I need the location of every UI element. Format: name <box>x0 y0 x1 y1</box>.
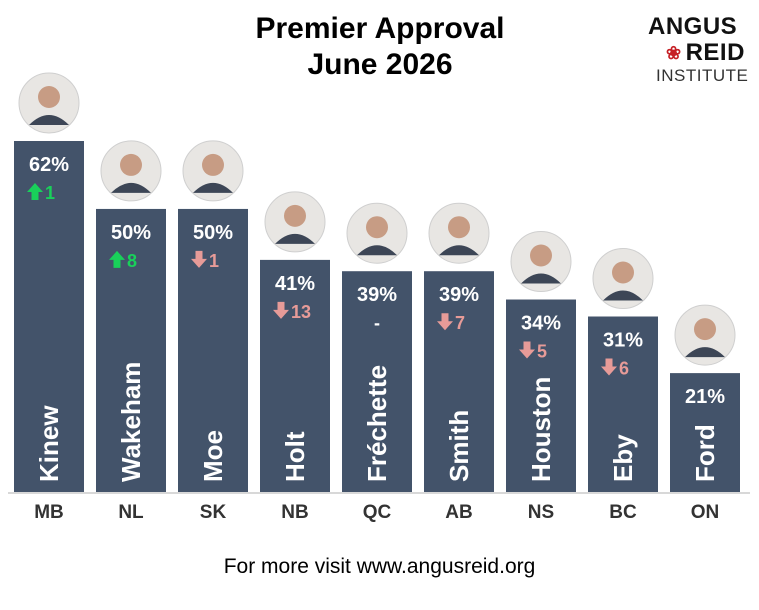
category-label: NB <box>281 502 308 523</box>
bar-name-label: Holt <box>280 431 310 482</box>
change-indicator: 6 <box>601 358 629 379</box>
arrow-down-icon <box>601 358 617 376</box>
arrow-down-icon <box>437 313 453 331</box>
portrait-body-icon <box>603 290 643 301</box>
portrait-body-icon <box>111 182 151 193</box>
bar-value-label: 21% <box>685 386 725 408</box>
portrait-head-icon <box>612 261 634 284</box>
portrait-head-icon <box>202 153 224 176</box>
bar <box>588 316 658 492</box>
bar-name-label: Moe <box>198 430 228 482</box>
change-value: 6 <box>619 359 629 379</box>
arrow-up-icon <box>27 183 43 200</box>
bar <box>96 208 166 492</box>
portrait-body-icon <box>521 273 561 284</box>
change-value: 7 <box>455 313 465 333</box>
bar-value-label: 34% <box>521 313 561 335</box>
brand-line-1: ANGUS <box>648 13 738 40</box>
change-value: 1 <box>45 183 55 203</box>
bar-name-label: Eby <box>608 434 638 482</box>
bar-name-label: Ford <box>690 424 720 482</box>
arrow-down-icon <box>519 341 535 359</box>
category-label: BC <box>609 502 637 523</box>
change-indicator: 7 <box>437 313 465 333</box>
bar-value-label: 31% <box>603 330 643 352</box>
bar-value-label: 50% <box>111 222 151 244</box>
bar <box>14 141 84 492</box>
change-value: 1 <box>209 251 219 271</box>
bar <box>260 259 330 492</box>
category-label: AB <box>445 502 472 523</box>
bar-value-label: 41% <box>275 273 315 295</box>
portrait-head-icon <box>366 216 388 239</box>
bar <box>342 271 412 492</box>
bar <box>424 271 494 492</box>
arrow-down-icon <box>273 301 289 319</box>
change-indicator: 8 <box>109 250 137 271</box>
chart-subtitle: June 2026 <box>307 48 453 81</box>
change-value: 8 <box>127 251 137 271</box>
bar-name-label: Kinew <box>34 405 64 482</box>
bar-value-label: 39% <box>357 284 397 306</box>
bar-name-label: Houston <box>526 377 556 482</box>
change-value: 5 <box>537 342 547 362</box>
premier-portrait <box>510 231 572 293</box>
portrait-head-icon <box>530 244 552 267</box>
bar-value-label: 39% <box>439 284 479 306</box>
portrait-body-icon <box>685 347 725 358</box>
portrait-body-icon <box>357 245 397 256</box>
bar <box>506 299 576 492</box>
portrait-body-icon <box>275 233 315 244</box>
chart-title: Premier Approval <box>255 12 505 45</box>
change-indicator: 1 <box>191 250 219 271</box>
bar-name-label: Fréchette <box>362 365 392 482</box>
change-value: - <box>374 313 380 333</box>
category-label: QC <box>363 502 392 523</box>
portrait-head-icon <box>284 204 306 227</box>
portrait-body-icon <box>29 115 69 125</box>
change-indicator: 1 <box>27 183 55 203</box>
premier-portrait <box>592 248 654 309</box>
change-indicator: 5 <box>519 341 547 362</box>
category-label: SK <box>200 502 227 523</box>
premier-portrait <box>346 202 408 264</box>
premier-portrait <box>100 140 162 202</box>
footer-text: For more visit www.angusreid.org <box>223 555 536 578</box>
change-value: 13 <box>291 302 311 322</box>
premier-portrait <box>674 304 736 366</box>
portrait-body-icon <box>439 245 479 256</box>
portrait-head-icon <box>38 86 60 108</box>
category-label: NS <box>528 502 554 523</box>
bar-value-label: 50% <box>193 222 233 244</box>
premier-portrait <box>182 140 244 202</box>
brand-line-3: INSTITUTE <box>656 66 749 85</box>
premier-portrait <box>18 72 80 134</box>
premier-portrait <box>428 202 490 264</box>
arrow-up-icon <box>109 250 125 268</box>
brand-logo: ANGUS ❀ REID INSTITUTE <box>648 14 758 86</box>
bar <box>178 208 248 492</box>
portrait-head-icon <box>120 153 142 176</box>
bar-value-label: 62% <box>29 154 69 176</box>
portrait-body-icon <box>193 182 233 193</box>
bar-name-label: Wakeham <box>116 362 146 482</box>
category-label: MB <box>34 502 64 523</box>
category-label: NL <box>118 502 144 523</box>
change-indicator: 13 <box>273 301 311 322</box>
bar <box>670 373 740 492</box>
portrait-head-icon <box>448 216 470 239</box>
arrow-down-icon <box>191 250 207 268</box>
premier-portrait <box>264 191 326 253</box>
brand-line-2: REID <box>685 39 745 66</box>
bar-name-label: Smith <box>444 410 474 482</box>
change-indicator: - <box>374 313 380 333</box>
maple-leaf-icon: ❀ <box>666 43 682 63</box>
portrait-head-icon <box>694 318 716 341</box>
category-label: ON <box>691 502 720 523</box>
